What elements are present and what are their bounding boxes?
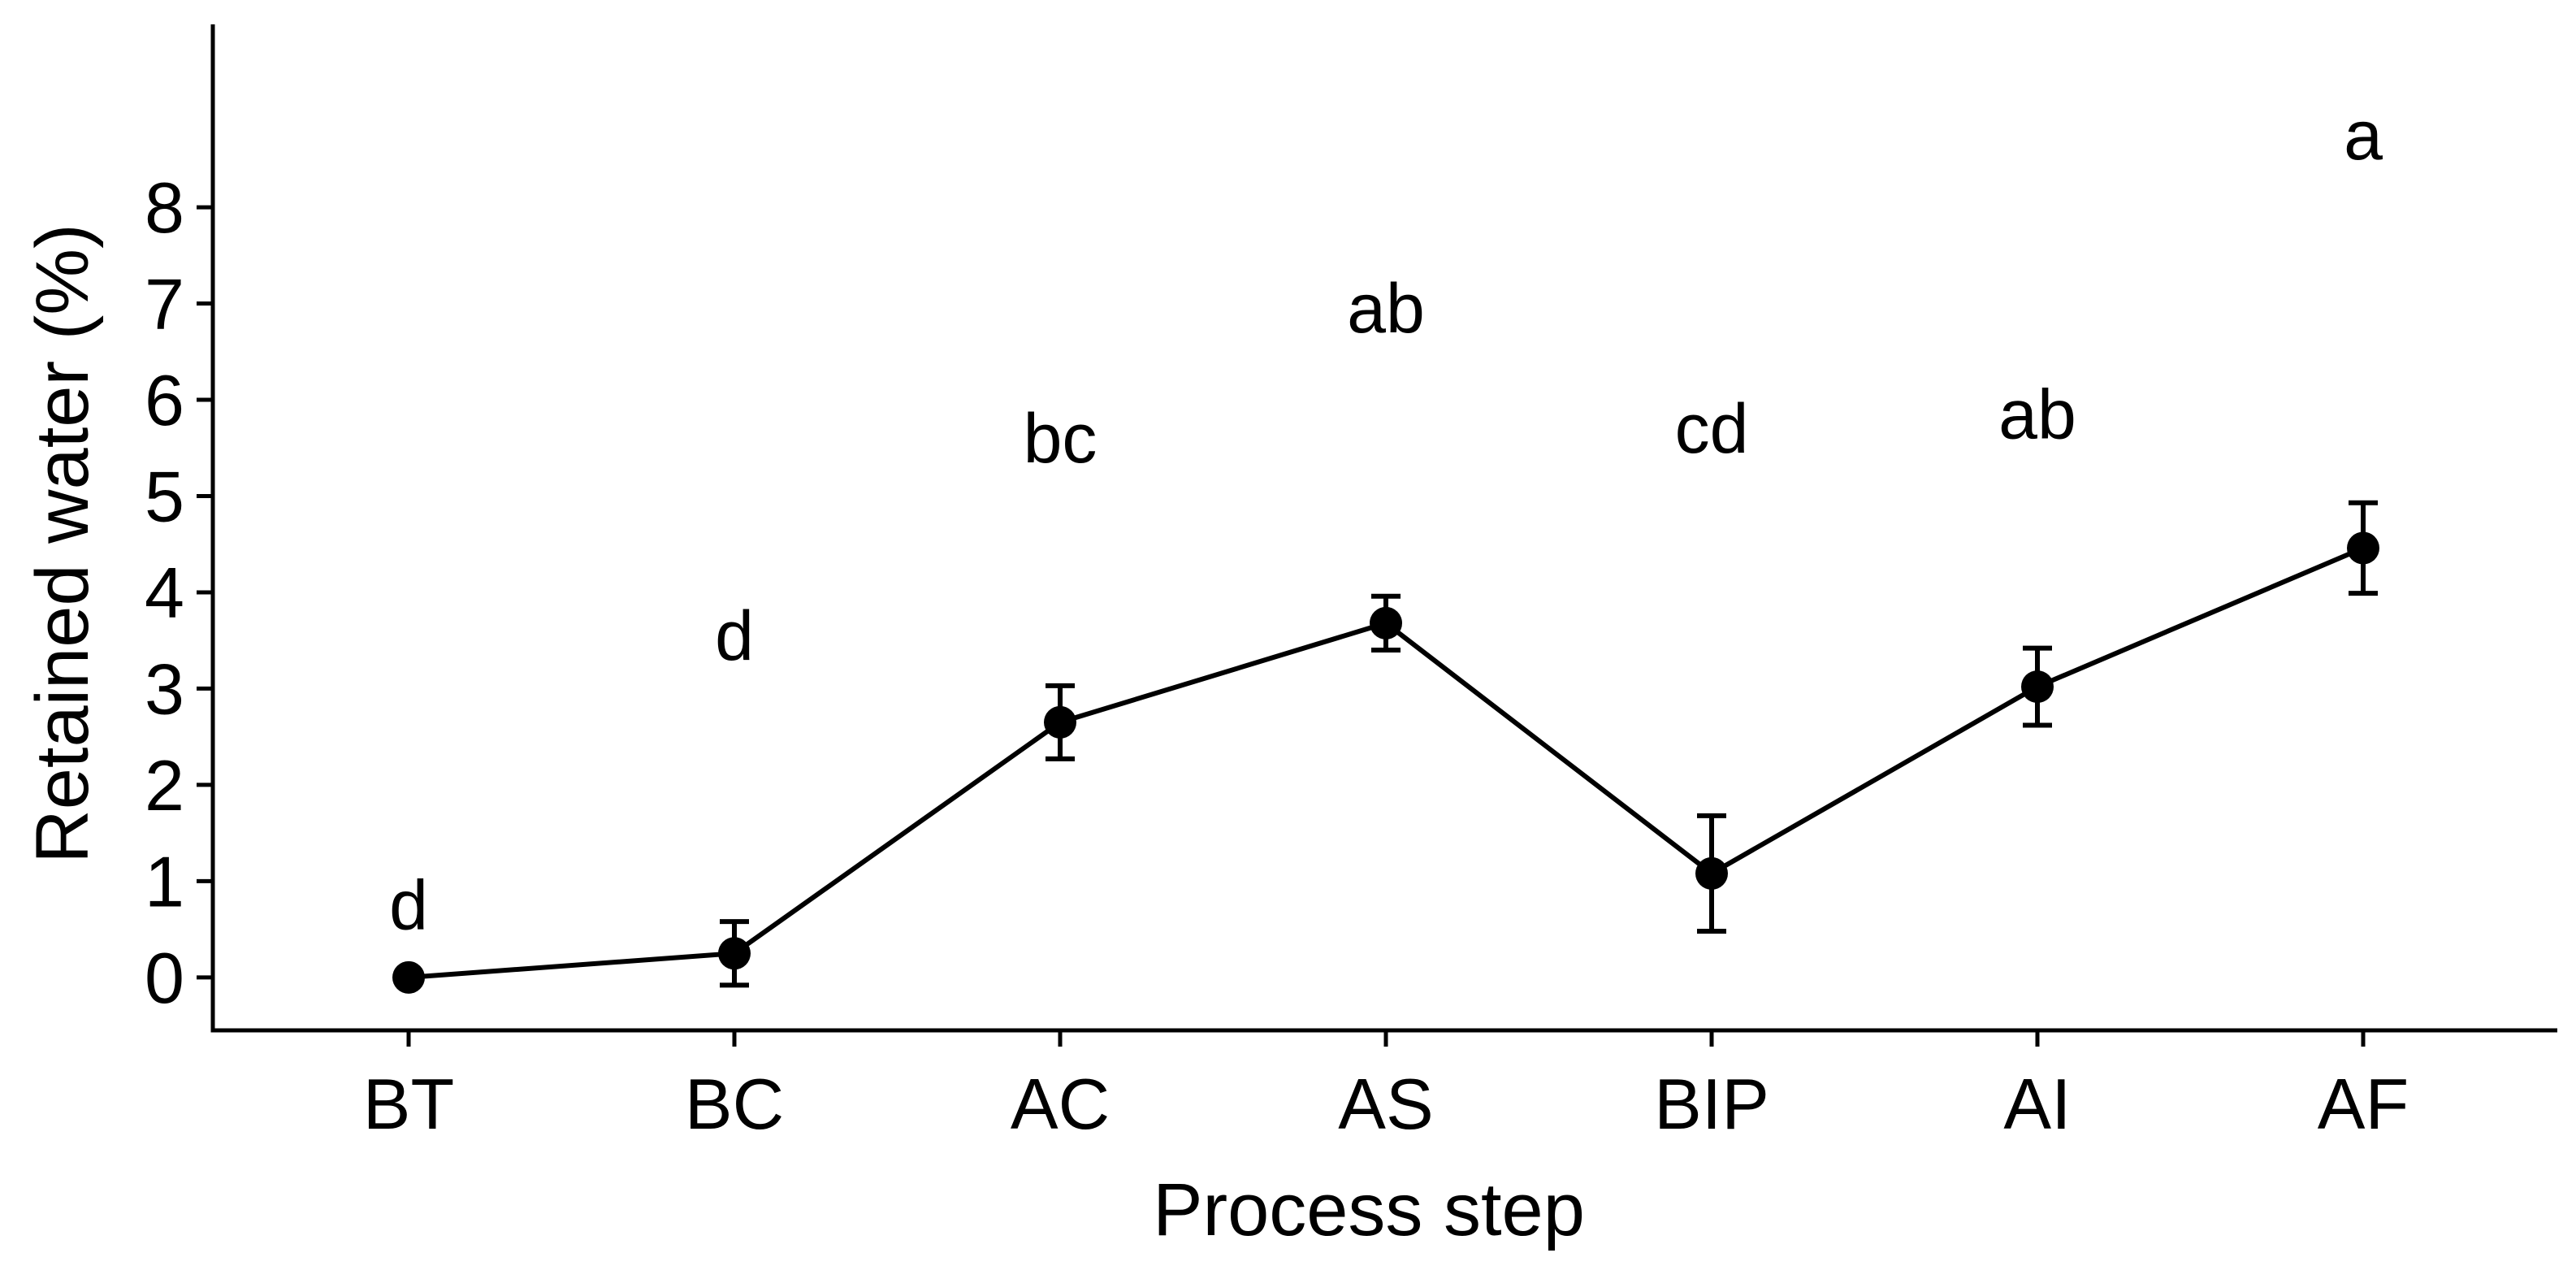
x-tick-label: AI: [2003, 1064, 2071, 1144]
y-tick-label: 8: [145, 167, 184, 248]
significance-label: a: [2344, 97, 2383, 175]
data-point: [1695, 856, 1728, 890]
y-tick-label: 5: [145, 456, 184, 536]
data-point: [1044, 705, 1076, 739]
y-ticks: 0 1 2 3 4 5 6 7 8: [145, 167, 213, 1018]
significance-label: cd: [1675, 390, 1749, 468]
y-tick-label: 1: [145, 841, 184, 921]
y-tick-label: 0: [145, 938, 184, 1018]
data-point: [2347, 531, 2379, 565]
x-tick-label: AF: [2318, 1064, 2409, 1144]
significance-label: d: [389, 867, 428, 945]
data-point: [718, 937, 751, 970]
data-point: [1370, 606, 1402, 640]
y-tick-label: 7: [145, 264, 184, 345]
y-tick-label: 4: [145, 553, 184, 633]
x-tick-label: BT: [363, 1064, 454, 1144]
series: [392, 500, 2379, 994]
x-tick-label: BC: [685, 1064, 784, 1144]
y-tick-label: 2: [145, 745, 184, 826]
data-point: [392, 960, 425, 994]
significance-label: ab: [1347, 270, 1425, 348]
x-ticks: BT BC AC AS BIP AI AF: [363, 1030, 2409, 1144]
x-tick-label: BIP: [1654, 1064, 1769, 1144]
significance-label: bc: [1024, 400, 1098, 478]
y-axis-title: Retained water (%): [21, 223, 104, 863]
significance-label: d: [715, 597, 754, 675]
axes: [210, 24, 2557, 1033]
y-tick-label: 3: [145, 648, 184, 729]
y-tick-label: 6: [145, 360, 184, 440]
significance-label: ab: [1998, 375, 2076, 453]
x-tick-label: AS: [1338, 1064, 1433, 1144]
data-point: [2021, 670, 2054, 704]
x-tick-label: AC: [1011, 1064, 1110, 1144]
x-axis-title: Process step: [1153, 1168, 1585, 1251]
significance-labels: d d bc ab cd ab a: [389, 97, 2383, 945]
